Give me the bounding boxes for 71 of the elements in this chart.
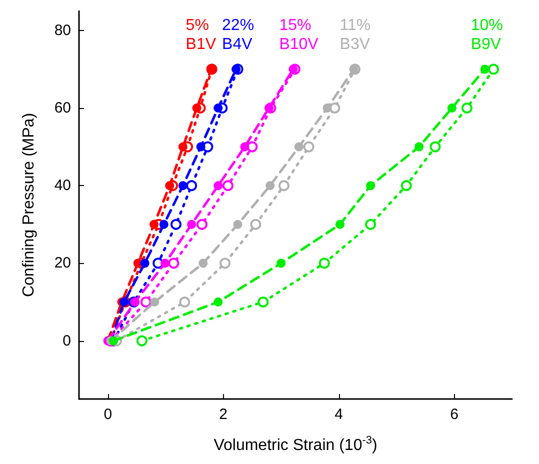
- point: [246, 141, 258, 152]
- point: [140, 296, 152, 308]
- point: [288, 64, 298, 74]
- point: [170, 218, 182, 230]
- x-tick-label: 0: [104, 406, 112, 423]
- series-label: B4V: [222, 36, 253, 53]
- point: [160, 258, 170, 268]
- point: [192, 104, 202, 112]
- y-axis-title: Confining Pressure (MPa): [20, 112, 38, 298]
- y-tick-label: 20: [54, 254, 71, 272]
- point: [159, 220, 168, 229]
- point: [186, 180, 198, 192]
- point: [130, 298, 140, 306]
- point: [322, 104, 332, 112]
- point: [258, 296, 269, 308]
- point: [222, 180, 234, 192]
- x-tick-label: 2: [219, 406, 228, 423]
- point: [214, 181, 223, 190]
- point: [168, 258, 180, 269]
- point: [196, 218, 208, 230]
- point: [198, 258, 208, 268]
- point: [214, 298, 223, 306]
- series-label: B9V: [470, 36, 502, 53]
- series-label: B1V: [186, 36, 216, 53]
- point: [318, 258, 330, 269]
- point: [278, 180, 290, 192]
- point: [179, 296, 190, 308]
- point: [250, 218, 262, 230]
- point: [276, 258, 286, 268]
- point: [140, 258, 150, 268]
- point: [178, 181, 188, 190]
- point: [335, 220, 344, 229]
- point: [430, 141, 441, 152]
- point: [214, 104, 223, 112]
- point: [266, 181, 275, 190]
- point: [365, 218, 376, 230]
- point: [447, 104, 456, 112]
- point: [232, 64, 241, 74]
- y-tick-label: 0: [62, 332, 71, 350]
- point: [366, 181, 376, 190]
- point: [303, 141, 314, 152]
- annotation: 15%: [279, 17, 312, 34]
- annotation: 11%: [340, 17, 371, 34]
- point: [414, 142, 424, 152]
- point: [233, 220, 242, 229]
- point: [150, 220, 159, 229]
- point: [329, 102, 340, 114]
- point: [178, 142, 188, 152]
- point: [220, 258, 231, 269]
- x-tick-label: 6: [450, 406, 458, 423]
- point: [294, 142, 304, 152]
- point: [461, 102, 472, 114]
- point: [196, 142, 206, 152]
- point: [480, 64, 490, 74]
- point: [240, 142, 250, 152]
- y-tick-label: 40: [54, 177, 71, 194]
- annotation: 22%: [222, 17, 254, 34]
- annotation: 10%: [470, 17, 503, 34]
- point: [264, 104, 274, 112]
- point: [400, 180, 412, 192]
- x-tick-label: 4: [334, 406, 343, 423]
- y-tick-label: 80: [54, 22, 71, 39]
- point: [150, 298, 160, 306]
- annotation: 5%: [186, 17, 209, 34]
- series-label: B10V: [279, 36, 319, 53]
- series-label: B3V: [340, 36, 370, 53]
- point: [136, 335, 148, 346]
- point: [187, 220, 196, 229]
- point: [488, 64, 500, 75]
- point: [165, 181, 174, 190]
- y-tick-label: 60: [54, 100, 71, 116]
